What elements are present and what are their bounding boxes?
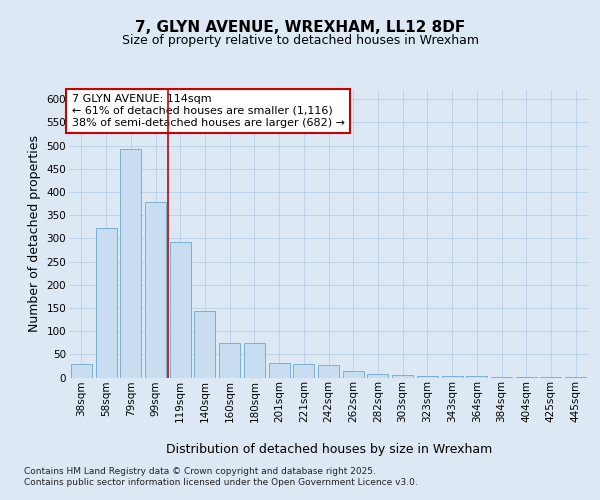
Bar [120,149,141,378]
Bar [318,364,339,378]
Text: 7, GLYN AVENUE, WREXHAM, LL12 8DF: 7, GLYN AVENUE, WREXHAM, LL12 8DF [135,20,465,35]
Bar [491,376,512,378]
Bar [442,376,463,378]
Bar [145,202,166,378]
Bar [392,375,413,378]
Bar [170,242,191,378]
Text: 7 GLYN AVENUE: 114sqm
← 61% of detached houses are smaller (1,116)
38% of semi-d: 7 GLYN AVENUE: 114sqm ← 61% of detached … [71,94,344,128]
Text: Distribution of detached houses by size in Wrexham: Distribution of detached houses by size … [166,442,492,456]
Bar [95,228,116,378]
Bar [367,374,388,378]
Bar [466,376,487,378]
Text: Contains HM Land Registry data © Crown copyright and database right 2025.
Contai: Contains HM Land Registry data © Crown c… [24,468,418,487]
Bar [219,342,240,378]
Text: Size of property relative to detached houses in Wrexham: Size of property relative to detached ho… [121,34,479,47]
Bar [293,364,314,378]
Bar [269,362,290,378]
Bar [71,364,92,378]
Bar [343,371,364,378]
Bar [194,311,215,378]
Y-axis label: Number of detached properties: Number of detached properties [28,135,41,332]
Bar [244,342,265,378]
Bar [417,376,438,378]
